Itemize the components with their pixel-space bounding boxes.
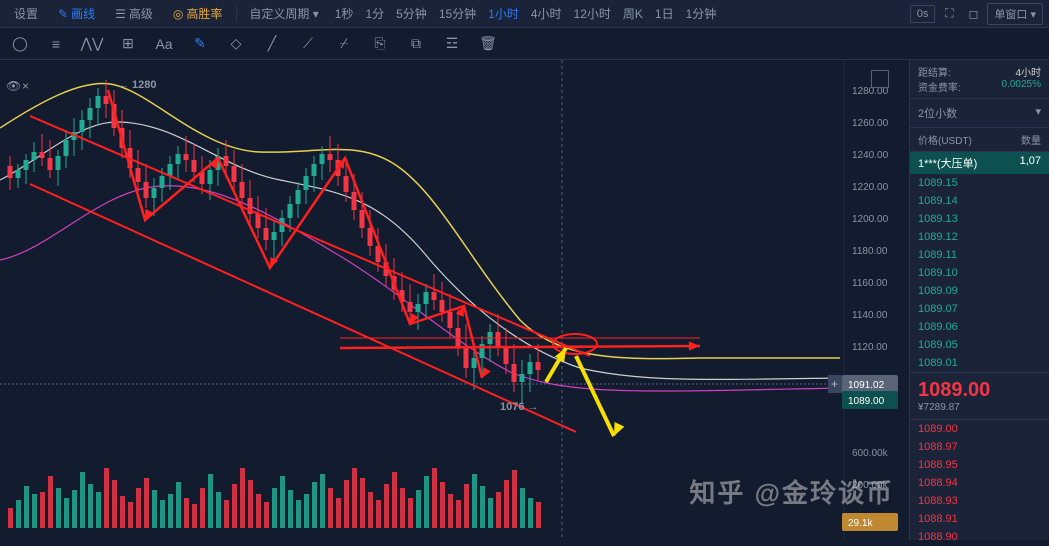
lock-tool[interactable]: ⎘ bbox=[370, 34, 390, 54]
bid-row[interactable]: 1088.97 bbox=[910, 438, 1049, 456]
ask-row[interactable]: 1089.01 bbox=[910, 354, 1049, 372]
bid-row[interactable]: 1089.00 bbox=[910, 420, 1049, 438]
svg-text:1091.02: 1091.02 bbox=[848, 380, 885, 391]
svg-text:👁: 👁 bbox=[6, 79, 21, 93]
svg-text:+: + bbox=[831, 377, 838, 391]
svg-text:1220.00: 1220.00 bbox=[852, 182, 889, 193]
svg-text:600.00k: 600.00k bbox=[852, 448, 889, 459]
measure-tool[interactable]: ⟋ bbox=[298, 34, 318, 54]
drawline-tab[interactable]: ✎画线 bbox=[50, 1, 103, 26]
svg-text:1260.00: 1260.00 bbox=[852, 118, 889, 129]
single-window-dropdown[interactable]: 单窗口 ▾ bbox=[987, 3, 1043, 25]
layers-tool[interactable]: ☲ bbox=[442, 34, 462, 54]
ruler-tool[interactable]: ╱ bbox=[262, 34, 282, 54]
bid-row[interactable]: 1088.93 bbox=[910, 492, 1049, 510]
orderbook-columns: 价格(USDT)数量 bbox=[910, 128, 1049, 152]
copy-tool[interactable]: ⧉ bbox=[406, 34, 426, 54]
bid-row[interactable]: 1088.91 bbox=[910, 510, 1049, 528]
orderbook-panel: 距结算:4小时 资金费率:0.0025% 2位小数▾ 价格(USDT)数量 1*… bbox=[909, 60, 1049, 540]
timeframe-1秒[interactable]: 1秒 bbox=[329, 3, 360, 25]
timeframe-12小时[interactable]: 12小时 bbox=[568, 3, 617, 25]
ask-row[interactable]: 1089.13 bbox=[910, 210, 1049, 228]
top-toolbar: 设置 ✎画线 ☰高级 ◎高胜率 自定义周期 ▾ 1秒1分5分钟15分钟1小时4小… bbox=[0, 0, 1049, 28]
svg-text:1140.00: 1140.00 bbox=[852, 310, 888, 321]
custom-period-dropdown[interactable]: 自定义周期 ▾ bbox=[243, 1, 324, 26]
last-price-value: 1089.00 bbox=[918, 379, 1041, 402]
svg-text:1089.00: 1089.00 bbox=[848, 396, 885, 407]
ask-row[interactable]: 1089.12 bbox=[910, 228, 1049, 246]
ask-row[interactable]: 1089.07 bbox=[910, 300, 1049, 318]
settings-tab[interactable]: 设置 bbox=[6, 1, 46, 26]
svg-text:← 1280: ← 1280 bbox=[118, 79, 157, 91]
candle-tool[interactable]: ⌿ bbox=[334, 34, 354, 54]
bid-row[interactable]: 1088.95 bbox=[910, 456, 1049, 474]
ask-row[interactable]: 1089.10 bbox=[910, 264, 1049, 282]
svg-text:1160.00: 1160.00 bbox=[852, 278, 888, 289]
brush-tool[interactable]: ✎ bbox=[190, 34, 210, 54]
expand-icon[interactable]: ⛶ bbox=[939, 4, 959, 24]
fullscreen-icon[interactable] bbox=[871, 70, 889, 88]
svg-text:29.1k: 29.1k bbox=[848, 518, 873, 529]
timeframe-15分钟[interactable]: 15分钟 bbox=[433, 3, 482, 25]
ask-row[interactable]: 1089.15 bbox=[910, 174, 1049, 192]
ellipse-tool[interactable]: ◯ bbox=[10, 34, 30, 54]
delete-tool[interactable]: 🗑 bbox=[478, 34, 498, 54]
camera-icon[interactable]: ◻ bbox=[963, 4, 983, 24]
svg-text:1240.00: 1240.00 bbox=[852, 150, 889, 161]
chart-area[interactable]: 1280.001260.001240.001220.001200.001180.… bbox=[0, 60, 909, 540]
svg-text:1180.00: 1180.00 bbox=[852, 246, 888, 257]
rect-tool[interactable]: ⊞ bbox=[118, 34, 138, 54]
svg-text:×: × bbox=[22, 79, 29, 93]
last-price-display: 1089.00 ¥7289.87 bbox=[910, 372, 1049, 420]
ask-row[interactable]: 1089.06 bbox=[910, 318, 1049, 336]
drawing-toolbar: ◯ ≡ ⋀⋁ ⊞ Aa ✎ ◇ ╱ ⟋ ⌿ ⎘ ⧉ ☲ 🗑 bbox=[0, 28, 1049, 60]
big-order-row[interactable]: 1***(大压单)1,07 bbox=[910, 152, 1049, 174]
zigzag-tool[interactable]: ⋀⋁ bbox=[82, 34, 102, 54]
countdown-badge[interactable]: 0s bbox=[910, 5, 936, 23]
bid-row[interactable]: 1088.94 bbox=[910, 474, 1049, 492]
advanced-tab[interactable]: ☰高级 bbox=[107, 1, 161, 26]
timeframe-1小时[interactable]: 1小时 bbox=[482, 3, 525, 25]
svg-text:200.00k: 200.00k bbox=[852, 480, 889, 491]
svg-text:1200.00: 1200.00 bbox=[852, 214, 889, 225]
svg-text:1120.00: 1120.00 bbox=[852, 342, 888, 353]
last-price-cny: ¥7289.87 bbox=[918, 402, 1041, 413]
timeframe-5分钟[interactable]: 5分钟 bbox=[390, 3, 433, 25]
ask-row[interactable]: 1089.05 bbox=[910, 336, 1049, 354]
timeframe-1日[interactable]: 1日 bbox=[649, 3, 680, 25]
ask-row[interactable]: 1089.11 bbox=[910, 246, 1049, 264]
eraser-tool[interactable]: ◇ bbox=[226, 34, 246, 54]
price-chart[interactable]: 1280.001260.001240.001220.001200.001180.… bbox=[0, 60, 909, 540]
timeframe-周K[interactable]: 周K bbox=[617, 3, 649, 25]
text-tool[interactable]: Aa bbox=[154, 34, 174, 54]
svg-text:1076 →: 1076 → bbox=[500, 401, 539, 413]
timeframe-4小时[interactable]: 4小时 bbox=[525, 3, 568, 25]
bid-row[interactable]: 1088.90 bbox=[910, 528, 1049, 546]
winrate-tab[interactable]: ◎高胜率 bbox=[165, 1, 231, 26]
ask-row[interactable]: 1089.09 bbox=[910, 282, 1049, 300]
decimals-dropdown[interactable]: 2位小数▾ bbox=[910, 99, 1049, 128]
funding-info: 距结算:4小时 资金费率:0.0025% bbox=[910, 60, 1049, 99]
timeframe-1分[interactable]: 1分 bbox=[359, 3, 390, 25]
timeframe-1分钟[interactable]: 1分钟 bbox=[680, 3, 723, 25]
ask-row[interactable]: 1089.14 bbox=[910, 192, 1049, 210]
lines-tool[interactable]: ≡ bbox=[46, 34, 66, 54]
